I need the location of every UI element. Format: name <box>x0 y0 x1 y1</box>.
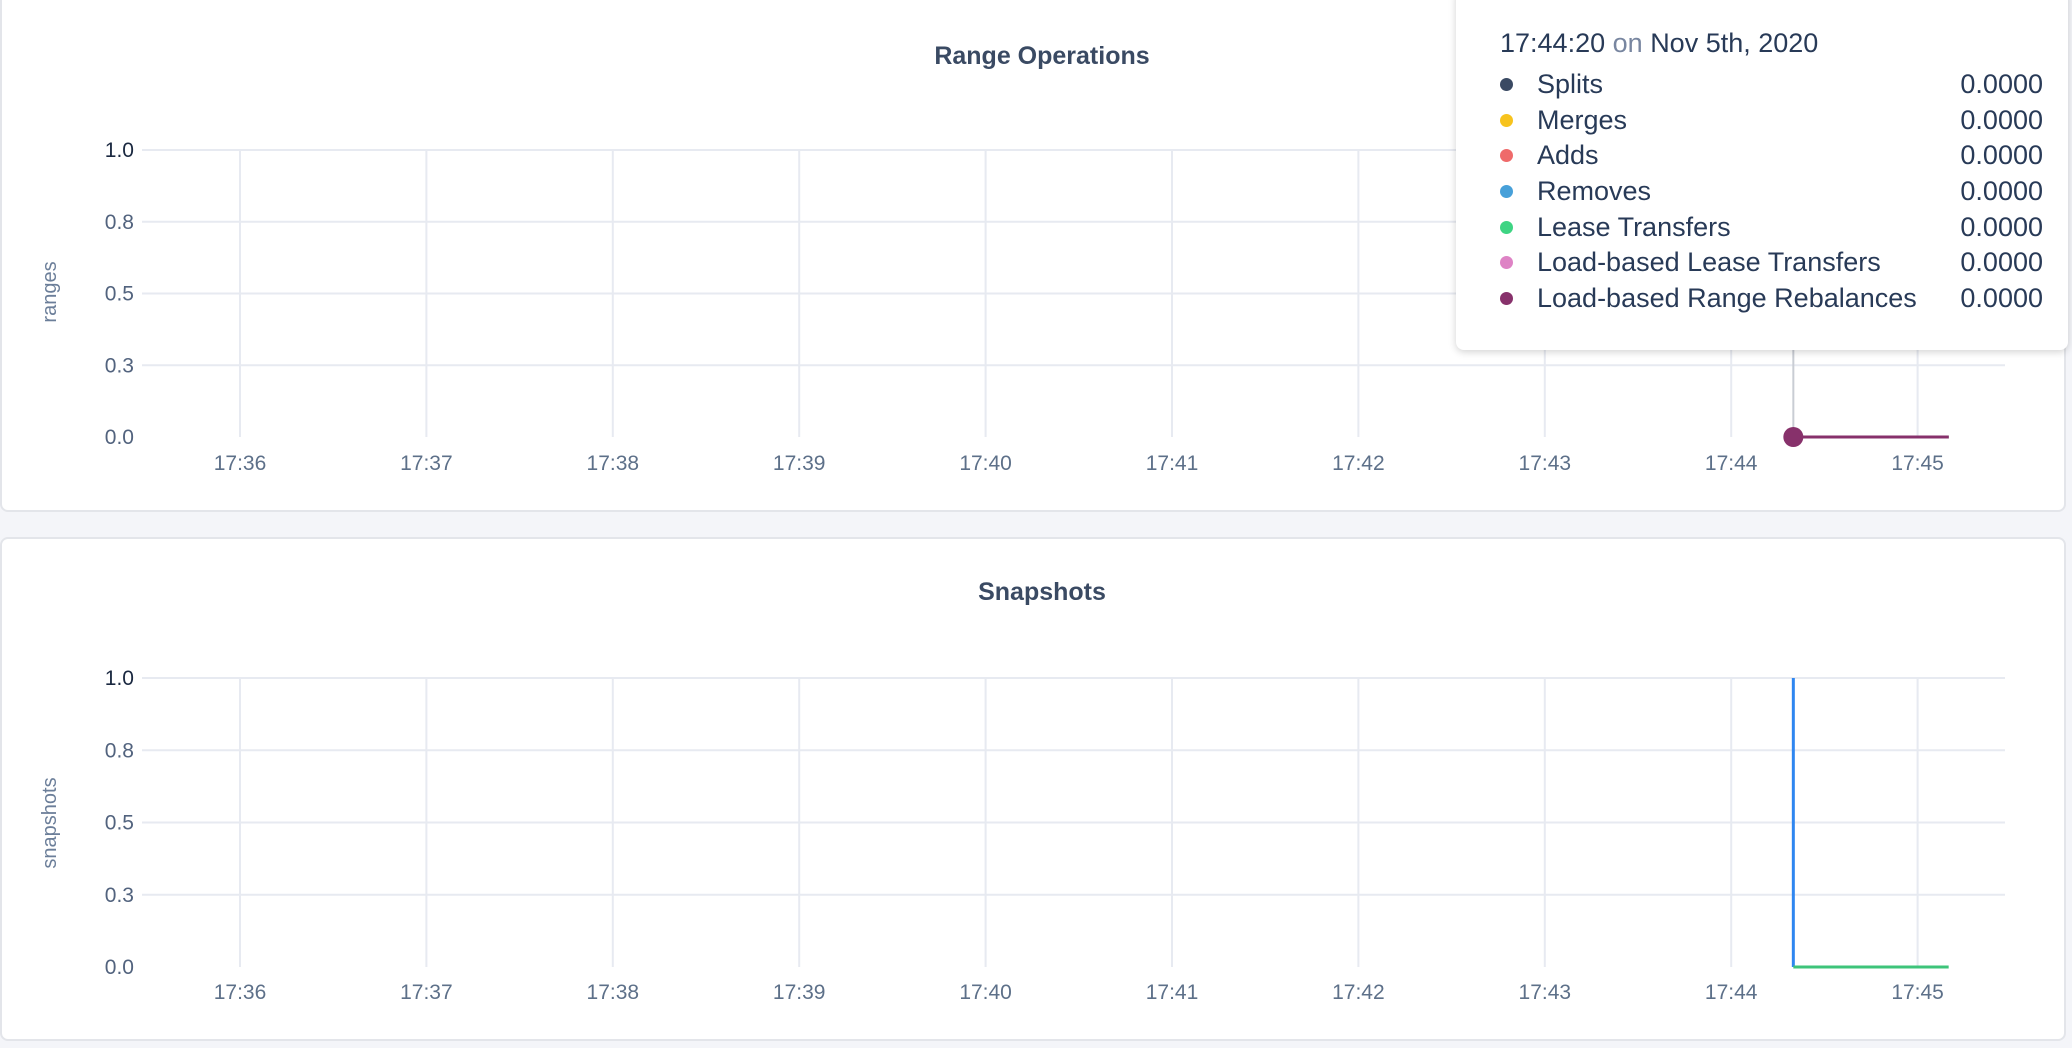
legend-dot-icon <box>1500 256 1513 270</box>
tooltip-series-value: 0.0000 <box>1960 247 2043 278</box>
x-tick-label: 17:41 <box>1146 452 1199 475</box>
tooltip-row: Splits 0.0000 <box>1500 67 2068 103</box>
y-tick-label: 0.0 <box>105 426 134 449</box>
tooltip-series-value: 0.0000 <box>1960 104 2043 135</box>
tooltip-series-name: Splits <box>1537 69 1604 100</box>
tooltip-series-name: Load-based Lease Transfers <box>1537 247 1881 278</box>
snapshots-panel: Snapshots snapshots 0.0 0.3 0.5 0.8 1.0 17:36 17… <box>0 537 2066 1041</box>
tooltip-row: Load-based Range Rebalances 0.0000 <box>1500 281 2068 317</box>
tooltip-date: Nov 5th, 2020 <box>1650 28 1819 58</box>
y-axis-label: ranges <box>39 261 61 322</box>
tooltip-series-name: Load-based Range Rebalances <box>1537 282 1917 313</box>
tooltip-row: Removes 0.0000 <box>1500 174 2068 210</box>
tooltip-series-name: Removes <box>1537 176 1652 207</box>
chart-title: Snapshots <box>978 578 1106 606</box>
tooltip-row: Lease Transfers 0.0000 <box>1500 209 2068 245</box>
x-tick-label: 17:39 <box>773 452 826 475</box>
tooltip-row: Merges 0.0000 <box>1500 103 2068 139</box>
legend-dot-icon <box>1500 113 1513 127</box>
tooltip-series-name: Merges <box>1537 104 1628 135</box>
y-tick-label: 0.8 <box>105 739 134 762</box>
chart-tooltip: 17:44:20 on Nov 5th, 2020 Splits 0.0000 Me… <box>1456 0 2068 350</box>
chart-title: Range Operations <box>934 42 1149 70</box>
hover-point <box>1783 427 1804 447</box>
tooltip-row: Adds 0.0000 <box>1500 138 2068 174</box>
x-tick-label: 17:44 <box>1705 452 1758 475</box>
y-tick-label: 1.0 <box>105 139 134 162</box>
x-tick-label: 17:38 <box>587 981 640 1004</box>
tooltip-series-name: Lease Transfers <box>1537 211 1731 242</box>
legend-dot-icon <box>1500 149 1513 163</box>
x-tick-label: 17:39 <box>773 981 826 1004</box>
y-tick-label: 0.0 <box>105 956 134 979</box>
y-tick-label: 0.5 <box>105 812 134 835</box>
tooltip-on: on <box>1612 28 1643 58</box>
tooltip-series-value: 0.0000 <box>1960 211 2043 242</box>
x-tick-label: 17:38 <box>587 452 640 475</box>
tooltip-series-value: 0.0000 <box>1960 140 2043 171</box>
tooltip-series-value: 0.0000 <box>1960 69 2043 100</box>
x-tick-label: 17:40 <box>959 981 1012 1004</box>
tooltip-series-name: Adds <box>1537 140 1599 171</box>
x-tick-label: 17:40 <box>959 452 1012 475</box>
x-tick-label: 17:43 <box>1519 452 1572 475</box>
snapshots-chart[interactable]: Snapshots snapshots 0.0 0.3 0.5 0.8 1.0 17:36 17… <box>2 539 2068 1043</box>
tooltip-series-value: 0.0000 <box>1960 282 2043 313</box>
x-tick-label: 17:41 <box>1146 981 1199 1004</box>
legend-dot-icon <box>1500 291 1513 305</box>
x-tick-label: 17:36 <box>214 981 267 1004</box>
x-tick-label: 17:45 <box>1891 981 1944 1004</box>
tooltip-row: Load-based Lease Transfers 0.0000 <box>1500 245 2068 281</box>
y-tick-label: 0.3 <box>105 354 134 377</box>
x-tick-label: 17:37 <box>400 981 453 1004</box>
tooltip-series-value: 0.0000 <box>1960 176 2043 207</box>
x-tick-label: 17:45 <box>1891 452 1944 475</box>
legend-dot-icon <box>1500 220 1513 234</box>
y-axis-label: snapshots <box>39 777 61 868</box>
tooltip-time: 17:44:20 <box>1500 28 1606 58</box>
x-tick-label: 17:37 <box>400 452 453 475</box>
x-tick-label: 17:36 <box>214 452 267 475</box>
x-tick-label: 17:44 <box>1705 981 1758 1004</box>
y-tick-label: 0.5 <box>105 283 134 306</box>
x-tick-label: 17:42 <box>1332 981 1385 1004</box>
y-tick-label: 0.8 <box>105 211 134 234</box>
x-tick-label: 17:42 <box>1332 452 1385 475</box>
x-tick-label: 17:43 <box>1519 981 1572 1004</box>
y-tick-label: 0.3 <box>105 884 134 907</box>
y-tick-label: 1.0 <box>105 667 134 690</box>
tooltip-header: 17:44:20 on Nov 5th, 2020 <box>1500 28 2068 59</box>
legend-dot-icon <box>1500 185 1513 199</box>
legend-dot-icon <box>1500 78 1513 92</box>
